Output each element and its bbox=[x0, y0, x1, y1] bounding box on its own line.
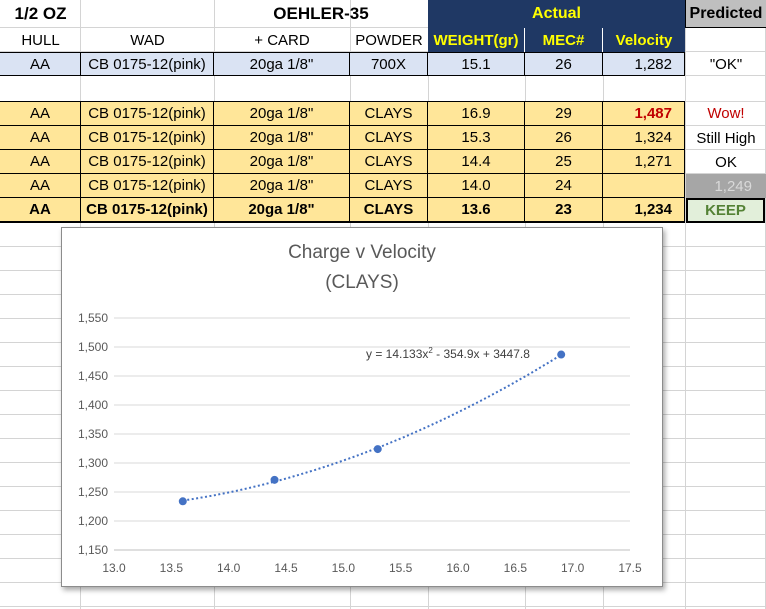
row5-weight[interactable]: 13.6 bbox=[428, 198, 525, 223]
y-tick-label: 1,500 bbox=[78, 340, 108, 354]
title-cell-powder-load[interactable]: OEHLER-35 bbox=[273, 4, 369, 23]
chart-subtitle: (CLAYS) bbox=[325, 272, 399, 293]
y-tick-label: 1,150 bbox=[78, 543, 108, 557]
row1-velocity[interactable]: 1,487 bbox=[603, 101, 685, 126]
row3-predicted[interactable]: OK bbox=[715, 153, 737, 171]
trendline-equation: y = 14.133x2 - 354.9x + 3447.8 bbox=[366, 346, 530, 361]
row5-wad[interactable]: CB 0175-12(pink) bbox=[81, 198, 214, 223]
col-header-velocity[interactable]: Velocity bbox=[603, 28, 685, 52]
row4-velocity[interactable] bbox=[603, 174, 685, 198]
ref-weight[interactable]: 15.1 bbox=[428, 52, 525, 76]
row5-powder[interactable]: CLAYS bbox=[350, 198, 428, 223]
y-tick-label: 1,300 bbox=[78, 456, 108, 470]
x-tick-label: 15.0 bbox=[332, 561, 356, 575]
charge-velocity-chart[interactable]: Charge v Velocity (CLAYS) 1,150 1,200 1,25… bbox=[61, 227, 663, 587]
x-tick-label: 16.5 bbox=[504, 561, 528, 575]
row4-hull[interactable]: AA bbox=[0, 174, 81, 198]
trendline bbox=[182, 353, 562, 502]
data-point bbox=[178, 497, 187, 506]
y-tick-label: 1,400 bbox=[78, 398, 108, 412]
row1-card[interactable]: 20ga 1/8" bbox=[214, 101, 350, 126]
row5-predicted-keep[interactable]: KEEP bbox=[686, 198, 765, 223]
y-tick-label: 1,450 bbox=[78, 369, 108, 383]
row1-powder[interactable]: CLAYS bbox=[350, 101, 428, 126]
row3-velocity[interactable]: 1,271 bbox=[603, 150, 685, 174]
row2-weight[interactable]: 15.3 bbox=[428, 126, 525, 150]
data-point bbox=[270, 475, 279, 484]
col-header-hull[interactable]: HULL bbox=[21, 31, 60, 49]
row3-card[interactable]: 20ga 1/8" bbox=[214, 150, 350, 174]
row2-mec[interactable]: 26 bbox=[525, 126, 603, 150]
row1-wad[interactable]: CB 0175-12(pink) bbox=[81, 101, 214, 126]
row3-wad[interactable]: CB 0175-12(pink) bbox=[81, 150, 214, 174]
x-tick-label: 17.5 bbox=[618, 561, 642, 575]
row1-hull[interactable]: AA bbox=[0, 101, 81, 126]
chart-title: Charge v Velocity bbox=[288, 242, 436, 263]
row2-powder[interactable]: CLAYS bbox=[350, 126, 428, 150]
row1-mec[interactable]: 29 bbox=[525, 101, 603, 126]
row3-mec[interactable]: 25 bbox=[525, 150, 603, 174]
col-header-wad[interactable]: WAD bbox=[130, 31, 165, 49]
y-tick-label: 1,350 bbox=[78, 427, 108, 441]
y-tick-label: 1,250 bbox=[78, 485, 108, 499]
x-tick-label: 13.0 bbox=[102, 561, 126, 575]
row5-card[interactable]: 20ga 1/8" bbox=[214, 198, 350, 223]
row4-powder[interactable]: CLAYS bbox=[350, 174, 428, 198]
predicted-header[interactable]: Predicted bbox=[685, 0, 766, 28]
row4-predicted[interactable]: 1,249 bbox=[686, 174, 766, 198]
y-tick-label: 1,550 bbox=[78, 311, 108, 325]
data-point bbox=[373, 445, 382, 454]
x-tick-label: 14.0 bbox=[217, 561, 241, 575]
title-cell-oz[interactable]: 1/2 OZ bbox=[14, 4, 67, 23]
col-header-weight[interactable]: WEIGHT(gr) bbox=[428, 28, 525, 52]
x-tick-label: 16.0 bbox=[446, 561, 470, 575]
row2-predicted[interactable]: Still High bbox=[696, 129, 756, 147]
row1-predicted[interactable]: Wow! bbox=[707, 105, 745, 122]
x-tick-label: 15.5 bbox=[389, 561, 413, 575]
row5-velocity[interactable]: 1,234 bbox=[603, 198, 685, 223]
row4-mec[interactable]: 24 bbox=[525, 174, 603, 198]
col-header-mec[interactable]: MEC# bbox=[525, 28, 603, 52]
ref-mec[interactable]: 26 bbox=[525, 52, 603, 76]
x-tick-label: 14.5 bbox=[274, 561, 298, 575]
row3-powder[interactable]: CLAYS bbox=[350, 150, 428, 174]
row2-card[interactable]: 20ga 1/8" bbox=[214, 126, 350, 150]
row4-wad[interactable]: CB 0175-12(pink) bbox=[81, 174, 214, 198]
row4-weight[interactable]: 14.0 bbox=[428, 174, 525, 198]
ref-wad[interactable]: CB 0175-12(pink) bbox=[81, 52, 214, 76]
col-header-card[interactable]: + CARD bbox=[254, 31, 310, 49]
ref-card[interactable]: 20ga 1/8" bbox=[214, 52, 350, 76]
row5-hull[interactable]: AA bbox=[0, 198, 81, 223]
ref-hull[interactable]: AA bbox=[0, 52, 81, 76]
actual-header[interactable]: Actual bbox=[428, 0, 685, 28]
ref-velocity[interactable]: 1,282 bbox=[603, 52, 685, 76]
col-header-predicted-blank[interactable] bbox=[685, 28, 766, 52]
y-tick-label: 1,200 bbox=[78, 514, 108, 528]
chart-plot-area: 1,150 1,200 1,250 1,300 1,350 1,400 1,450 1,500… bbox=[78, 311, 642, 575]
row1-weight[interactable]: 16.9 bbox=[428, 101, 525, 126]
col-header-powder[interactable]: POWDER bbox=[355, 31, 423, 49]
x-tick-label: 13.5 bbox=[160, 561, 184, 575]
row2-hull[interactable]: AA bbox=[0, 126, 81, 150]
row5-mec[interactable]: 23 bbox=[525, 198, 603, 223]
ref-powder[interactable]: 700X bbox=[350, 52, 428, 76]
ref-predicted[interactable]: "OK" bbox=[709, 55, 743, 73]
data-point bbox=[557, 350, 566, 359]
x-tick-label: 17.0 bbox=[561, 561, 585, 575]
row3-hull[interactable]: AA bbox=[0, 150, 81, 174]
row3-weight[interactable]: 14.4 bbox=[428, 150, 525, 174]
row2-velocity[interactable]: 1,324 bbox=[603, 126, 685, 150]
row2-wad[interactable]: CB 0175-12(pink) bbox=[81, 126, 214, 150]
row4-card[interactable]: 20ga 1/8" bbox=[214, 174, 350, 198]
